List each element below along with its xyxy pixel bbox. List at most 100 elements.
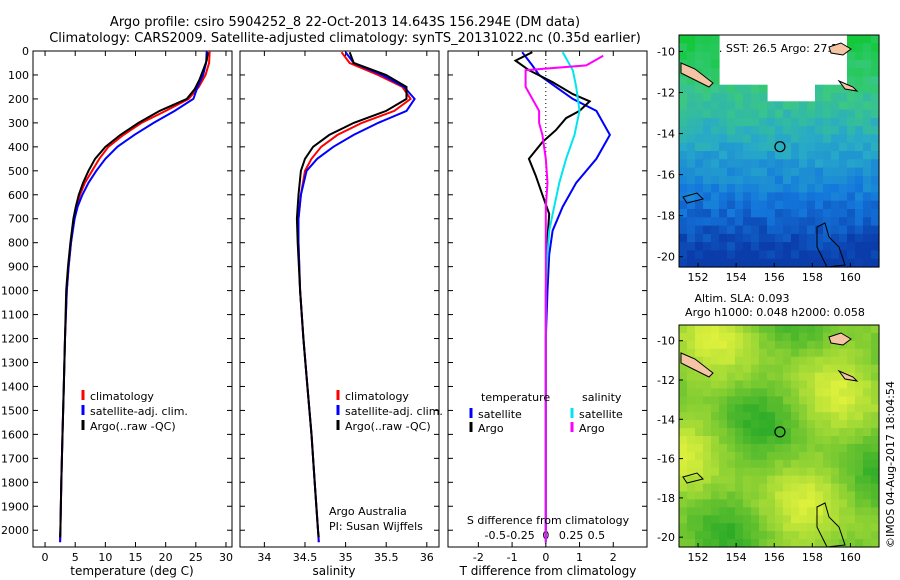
map-cell xyxy=(735,332,744,342)
map-cell xyxy=(855,250,864,260)
map-cell xyxy=(815,483,824,493)
map-cell xyxy=(871,404,880,413)
map-cell xyxy=(759,159,768,169)
map-cell xyxy=(687,84,696,94)
map-cell xyxy=(743,372,752,382)
map-cell xyxy=(799,420,808,429)
map-cell xyxy=(759,332,768,342)
map-cell xyxy=(735,340,744,350)
argo-position-marker xyxy=(774,141,786,153)
map-cell xyxy=(679,467,688,477)
map-cell xyxy=(863,84,872,94)
map-cell xyxy=(823,200,832,210)
map-cell xyxy=(703,109,712,119)
map-cell xyxy=(711,126,720,135)
map-cell xyxy=(863,499,872,508)
map-cell xyxy=(823,523,832,532)
map-cell xyxy=(767,436,776,445)
reef-contour xyxy=(682,472,704,484)
map-cell xyxy=(815,340,824,350)
y-tick-label: 1100 xyxy=(1,309,29,322)
map-cell xyxy=(863,364,872,374)
map-cell xyxy=(807,507,816,516)
map-cell xyxy=(791,531,800,540)
y-tick-label: 200 xyxy=(8,93,29,106)
map-cell xyxy=(815,428,824,437)
map-cell xyxy=(831,380,840,389)
map-cell xyxy=(735,499,744,508)
map-cell xyxy=(863,436,872,445)
map-cell xyxy=(759,380,768,389)
map-cell xyxy=(863,109,872,119)
map-cell xyxy=(743,348,752,358)
header-line1: Argo profile: csiro 5904252_8 22-Oct-201… xyxy=(110,15,580,30)
map-cell xyxy=(751,225,760,235)
map-cell xyxy=(719,372,728,382)
map-cell xyxy=(799,404,808,413)
map-cell xyxy=(855,59,864,69)
map-cell xyxy=(839,134,848,144)
y-tick-label: 700 xyxy=(8,213,29,226)
map-cell xyxy=(775,225,784,235)
map-cell xyxy=(831,507,840,516)
map-cell xyxy=(815,332,824,342)
map-cell xyxy=(735,167,744,177)
map-cell xyxy=(743,388,752,397)
map-cell xyxy=(871,142,880,152)
map-cell xyxy=(743,523,752,532)
map-cell xyxy=(831,459,840,469)
map-cell xyxy=(727,250,736,260)
map-cell xyxy=(695,428,704,437)
map-cell xyxy=(831,167,840,177)
map-cell xyxy=(855,364,864,374)
map-cell xyxy=(791,217,800,227)
map-cell xyxy=(815,499,824,508)
map-cell xyxy=(783,356,792,366)
map-cell xyxy=(767,356,776,366)
map-cell xyxy=(871,523,880,532)
map-cell xyxy=(863,142,872,152)
map-cell xyxy=(735,151,744,160)
map-cell xyxy=(711,467,720,477)
map-cell xyxy=(687,93,696,102)
map-cell xyxy=(831,475,840,485)
map-cell xyxy=(799,412,808,421)
map-cell xyxy=(863,51,872,61)
map-cell xyxy=(735,225,744,235)
map-cell xyxy=(863,159,872,169)
map-cell xyxy=(799,184,808,193)
map-y-tick-label: -12 xyxy=(657,86,675,99)
map-cell xyxy=(823,539,832,548)
map-cell xyxy=(855,340,864,350)
map-cell xyxy=(735,451,744,461)
map-cell xyxy=(847,380,856,389)
reef-contour xyxy=(816,502,846,548)
map-cell xyxy=(855,380,864,389)
map-cell xyxy=(783,258,792,268)
y-tick-label: 900 xyxy=(8,261,29,274)
map-cell xyxy=(807,436,816,445)
map-cell xyxy=(743,483,752,493)
map-cell xyxy=(775,428,784,437)
map-cell xyxy=(759,412,768,421)
map-cell xyxy=(727,459,736,469)
map-cell xyxy=(719,151,728,160)
map-cell xyxy=(703,159,712,169)
map-cell xyxy=(727,258,736,268)
map-cell xyxy=(855,126,864,135)
map-cell xyxy=(783,531,792,540)
legend-label: satellite xyxy=(579,408,623,421)
map-cell xyxy=(791,420,800,429)
map-cell xyxy=(847,475,856,485)
map-cell xyxy=(719,507,728,516)
map-cell xyxy=(687,117,696,127)
map-cell xyxy=(735,200,744,210)
map-cell xyxy=(823,134,832,144)
map-cell xyxy=(719,467,728,477)
map-cell xyxy=(735,539,744,548)
map-cell xyxy=(871,159,880,169)
y-tick-label: 2000 xyxy=(1,524,29,537)
map-cell xyxy=(727,126,736,135)
map-cell xyxy=(871,348,880,358)
map-cell xyxy=(703,531,712,540)
